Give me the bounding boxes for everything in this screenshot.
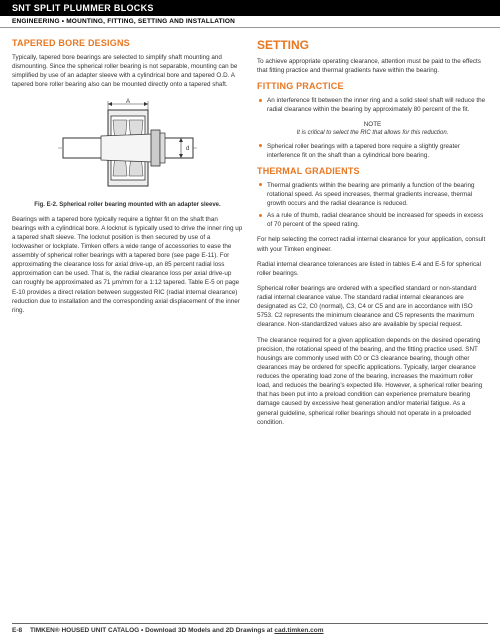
header-title: SNT SPLIT PLUMMER BLOCKS xyxy=(12,3,154,13)
fitting-bullets-2: Spherical roller bearings with a tapered… xyxy=(257,142,488,160)
tapered-intro: Typically, tapered bore bearings are sel… xyxy=(12,53,243,90)
right-column: SETTING To achieve appropriate operating… xyxy=(257,38,488,433)
thermal-bullets: Thermal gradients within the bearing are… xyxy=(257,181,488,230)
page-header: SNT SPLIT PLUMMER BLOCKS xyxy=(0,0,500,16)
thermal-p5: The clearance required for a given appli… xyxy=(257,336,488,427)
content-columns: TAPERED BORE DESIGNS Typically, tapered … xyxy=(0,28,500,433)
note-text: It is critical to select the RIC that al… xyxy=(257,130,488,136)
thermal-title: THERMAL GRADIENTS xyxy=(257,166,488,176)
page-subheader: ENGINEERING • MOUNTING, FITTING, SETTING… xyxy=(0,16,500,28)
dim-d-label: d xyxy=(186,146,189,152)
setting-title: SETTING xyxy=(257,38,488,52)
dim-A-label: A xyxy=(125,99,129,105)
footer-link[interactable]: cad.timken.com xyxy=(274,627,323,634)
thermal-p3: Radial internal clearance tolerances are… xyxy=(257,260,488,278)
list-item: Thermal gradients within the bearing are… xyxy=(257,181,488,208)
thermal-p2: For help selecting the correct radial in… xyxy=(257,235,488,253)
left-column: TAPERED BORE DESIGNS Typically, tapered … xyxy=(12,38,243,433)
tapered-bore-title: TAPERED BORE DESIGNS xyxy=(12,38,243,48)
note-label: NOTE xyxy=(257,121,488,128)
figure-caption: Fig. E-2. Spherical roller bearing mount… xyxy=(12,202,243,208)
list-item: As a rule of thumb, radial clearance sho… xyxy=(257,211,488,229)
list-item: An interference fit between the inner ri… xyxy=(257,96,488,114)
bearing-diagram: A d xyxy=(53,98,203,198)
setting-intro: To achieve appropriate operating clearan… xyxy=(257,57,488,75)
list-item: Spherical roller bearings with a tapered… xyxy=(257,142,488,160)
page-footer: E-8 TIMKEN® HOUSED UNIT CATALOG • Downlo… xyxy=(12,623,488,634)
thermal-p4: Spherical roller bearings are ordered wi… xyxy=(257,284,488,330)
fitting-bullets: An interference fit between the inner ri… xyxy=(257,96,488,114)
fitting-title: FITTING PRACTICE xyxy=(257,81,488,91)
tapered-detail: Bearings with a tapered bore typically r… xyxy=(12,215,243,315)
page-number: E-8 xyxy=(12,627,22,634)
figure-e2: A d Fig. E-2. Spherical roller bearing m… xyxy=(12,98,243,208)
footer-text: TIMKEN® HOUSED UNIT CATALOG • Download 3… xyxy=(30,627,274,634)
subheader-text: ENGINEERING • MOUNTING, FITTING, SETTING… xyxy=(12,18,235,25)
